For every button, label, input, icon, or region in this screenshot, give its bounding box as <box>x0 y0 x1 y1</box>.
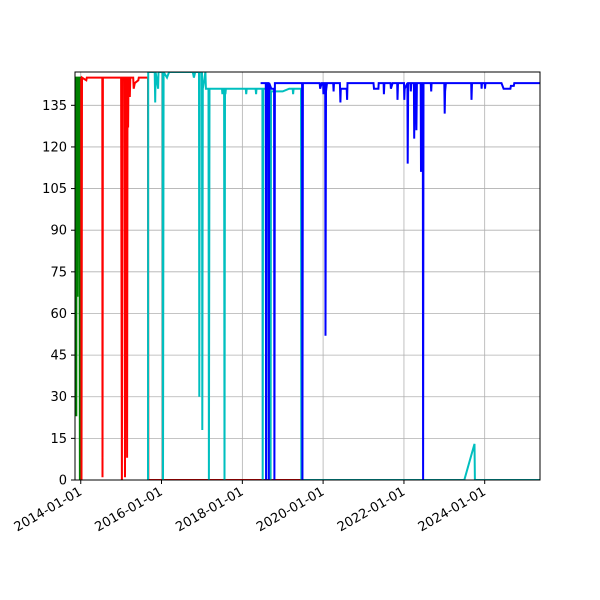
y-tick-label: 45 <box>50 349 67 364</box>
series-group <box>75 72 540 480</box>
plot-frame <box>74 71 541 481</box>
y-tick-label: 135 <box>42 99 67 114</box>
y-tick-label: 0 <box>59 474 67 489</box>
y-tick-label: 15 <box>50 432 67 447</box>
y-tick-label: 75 <box>50 265 67 280</box>
y-tick-label: 105 <box>42 182 67 197</box>
series-line-4 <box>260 82 540 480</box>
y-tick-label: 120 <box>42 140 67 155</box>
series-line-3 <box>147 72 540 480</box>
y-tick-label: 30 <box>50 390 67 405</box>
y-tick-label: 60 <box>50 307 67 322</box>
y-axis: 0 15 30 45 60 75 90 105 120 135 <box>42 99 75 489</box>
y-tick-label: 90 <box>50 224 67 239</box>
series-line-1 <box>75 76 82 480</box>
series-line-2 <box>80 75 317 480</box>
